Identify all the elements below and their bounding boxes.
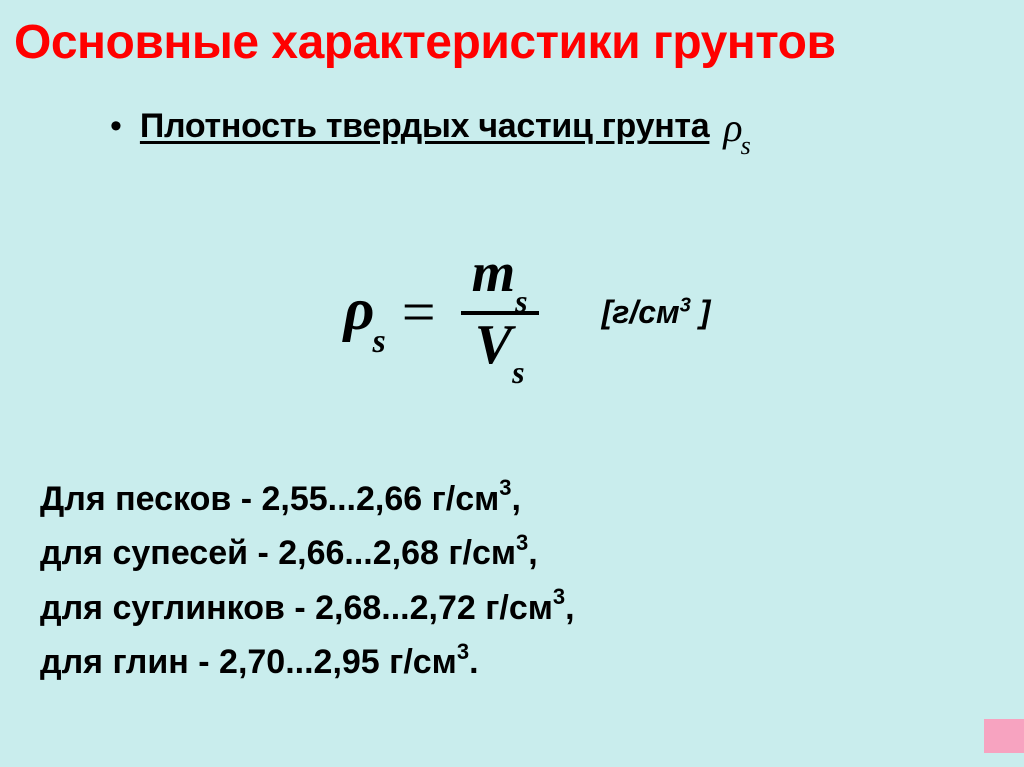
value-tail: , bbox=[528, 534, 537, 572]
values-block: Для песков - 2,55...2,66 г/см3, для супе… bbox=[0, 472, 1024, 690]
formula-lhs: ρs bbox=[344, 275, 388, 351]
value-row: для глин - 2,70...2,95 г/см3. bbox=[40, 635, 1024, 689]
value-prefix: Для песков - bbox=[40, 480, 261, 518]
value-sup: 3 bbox=[553, 584, 565, 609]
formula: ρs = ms Vs bbox=[344, 243, 542, 381]
unit-open: [ bbox=[602, 294, 613, 330]
value-prefix: для глин - bbox=[40, 643, 219, 681]
rho-subscript: s bbox=[741, 131, 751, 160]
value-sup: 3 bbox=[516, 530, 528, 555]
unit-text: г/см bbox=[612, 294, 679, 330]
den-sub: s bbox=[512, 354, 524, 390]
value-unit: г/см bbox=[380, 643, 457, 681]
subtitle-row: • Плотность твердых частиц грунта ρs bbox=[0, 100, 1024, 153]
value-tail: , bbox=[565, 589, 574, 627]
corner-accent bbox=[984, 719, 1024, 753]
value-tail: . bbox=[469, 643, 478, 681]
fraction: ms Vs bbox=[458, 243, 542, 381]
value-row: для суглинков - 2,68...2,72 г/см3, bbox=[40, 581, 1024, 635]
slide-title: Основные характеристики грунтов bbox=[0, 0, 1024, 68]
value-unit: г/см bbox=[422, 480, 499, 518]
formula-row: ρs = ms Vs [г/см3 ] bbox=[0, 243, 1024, 381]
unit-label: [г/см3 ] bbox=[602, 294, 711, 331]
bullet-icon: • bbox=[110, 109, 122, 143]
num-var: m bbox=[472, 242, 516, 304]
value-unit: г/см bbox=[476, 589, 553, 627]
value-prefix: для суглинков - bbox=[40, 589, 315, 627]
value-sup: 3 bbox=[457, 639, 469, 664]
value-tail: , bbox=[512, 480, 521, 518]
value-range: 2,70...2,95 bbox=[219, 643, 380, 681]
num-sub: s bbox=[515, 283, 527, 319]
unit-sup: 3 bbox=[680, 294, 691, 316]
rho-symbol: ρ bbox=[723, 105, 742, 150]
denominator: Vs bbox=[461, 311, 539, 382]
value-row: для супесей - 2,66...2,68 г/см3, bbox=[40, 526, 1024, 580]
value-range: 2,55...2,66 bbox=[261, 480, 422, 518]
equals-sign: = bbox=[402, 278, 436, 347]
lhs-sub: s bbox=[373, 323, 386, 360]
value-prefix: для супесей - bbox=[40, 534, 278, 572]
value-row: Для песков - 2,55...2,66 г/см3, bbox=[40, 472, 1024, 526]
value-sup: 3 bbox=[499, 475, 511, 500]
value-range: 2,68...2,72 bbox=[315, 589, 476, 627]
unit-close: ] bbox=[691, 294, 711, 330]
subtitle-symbol: ρs bbox=[723, 104, 752, 157]
numerator: ms bbox=[458, 243, 542, 310]
subtitle-text: Плотность твердых частиц грунта bbox=[140, 107, 709, 146]
value-unit: г/см bbox=[439, 534, 516, 572]
lhs-rho: ρ bbox=[344, 276, 375, 342]
den-var: V bbox=[475, 314, 512, 376]
value-range: 2,66...2,68 bbox=[278, 534, 439, 572]
slide: Основные характеристики грунтов • Плотно… bbox=[0, 0, 1024, 767]
